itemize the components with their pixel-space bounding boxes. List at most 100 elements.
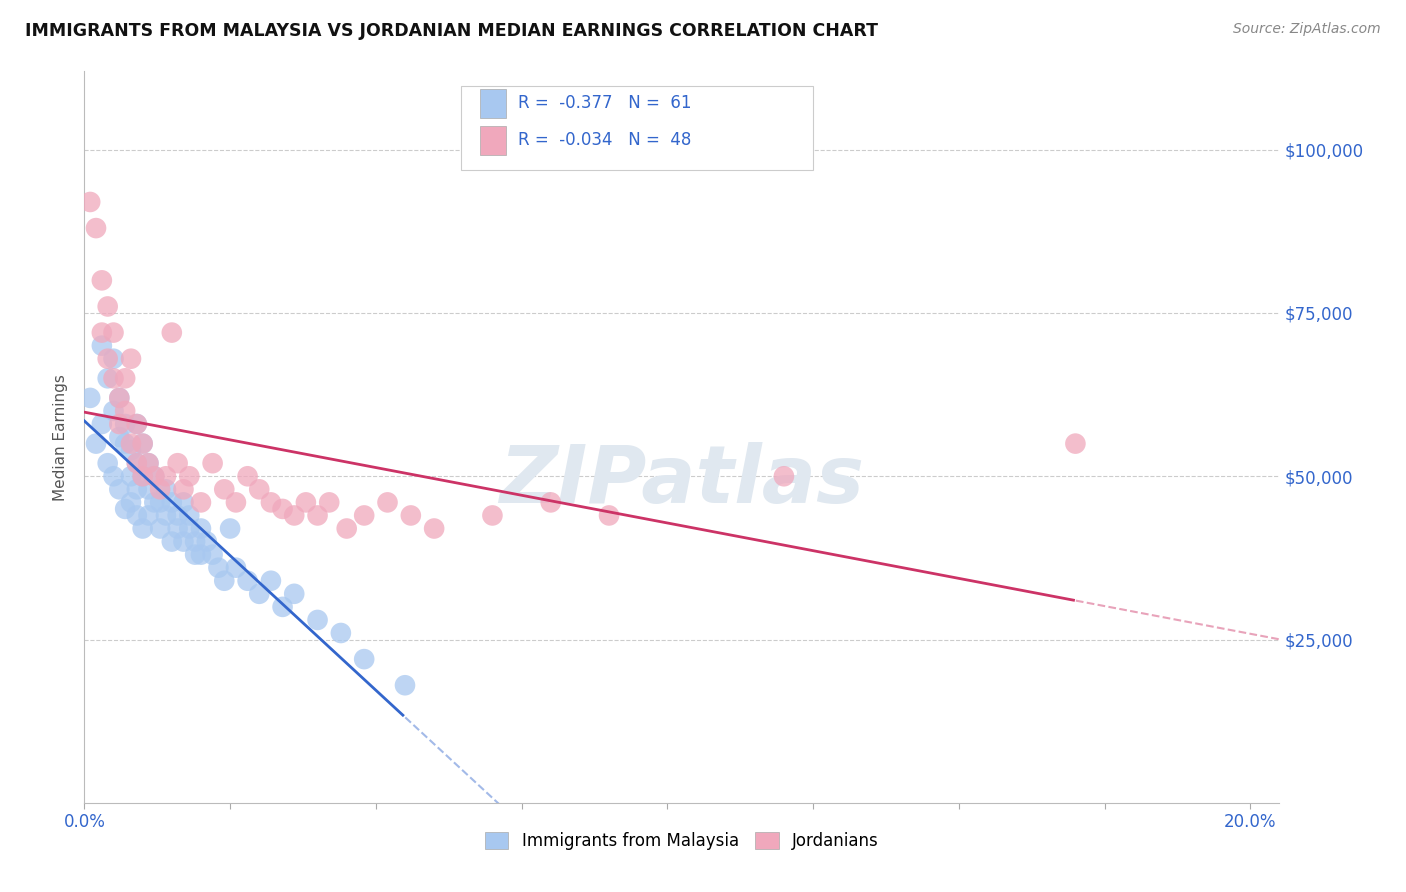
Point [179,469,201,483]
Point [214,574,236,588]
Point [172,534,194,549]
Point [540,495,562,509]
Point [172,483,194,497]
Point [160,495,183,509]
Point [90,326,112,340]
Point [236,574,259,588]
Point [271,502,294,516]
Point [143,469,166,483]
Legend: Immigrants from Malaysia, Jordanians: Immigrants from Malaysia, Jordanians [478,825,886,856]
Bar [479,126,506,155]
Point [103,351,125,366]
Point [179,521,201,535]
Point [481,508,503,523]
Point [329,626,352,640]
Point [184,534,207,549]
Point [125,417,148,431]
Point [184,548,207,562]
Point [271,599,294,614]
Point [394,678,416,692]
Point [207,560,229,574]
Point [131,436,153,450]
Point [201,456,224,470]
Point [214,483,236,497]
Point [120,495,142,509]
Point [143,495,166,509]
Point [179,508,201,523]
Point [225,560,247,574]
Point [318,495,340,509]
Point [295,495,318,509]
Point [114,371,136,385]
Point [138,508,160,523]
Point [166,508,188,523]
Point [108,430,131,444]
Point [138,483,160,497]
Point [125,456,148,470]
Point [190,521,212,535]
Point [1064,436,1087,450]
Point [120,436,142,450]
Point [247,483,270,497]
Point [149,521,172,535]
Point [219,521,242,535]
Point [120,351,142,366]
Point [143,469,166,483]
Point [160,326,183,340]
Point [84,221,107,235]
Point [166,521,188,535]
FancyBboxPatch shape [461,86,814,170]
Point [195,534,218,549]
Point [90,417,112,431]
Point [90,338,112,352]
Point [149,495,172,509]
Point [97,351,120,366]
Point [114,436,136,450]
Point [79,391,101,405]
Point [108,483,131,497]
Point [97,371,120,385]
Point [138,456,160,470]
Point [160,534,183,549]
Point [283,587,305,601]
Point [307,508,329,523]
Point [149,483,172,497]
Point [598,508,620,523]
Point [773,469,796,483]
Point [125,417,148,431]
Point [114,502,136,516]
Point [247,587,270,601]
Point [114,404,136,418]
Point [120,443,142,458]
Point [103,326,125,340]
Point [201,548,224,562]
Point [108,417,131,431]
Point [399,508,422,523]
Point [131,469,153,483]
Point [103,469,125,483]
Point [131,436,153,450]
Text: Source: ZipAtlas.com: Source: ZipAtlas.com [1233,22,1381,37]
Point [166,456,188,470]
Point [260,574,283,588]
Point [131,521,153,535]
Point [353,508,375,523]
Point [125,508,148,523]
Point [377,495,399,509]
Point [283,508,305,523]
Text: ZIPatlas: ZIPatlas [499,442,865,520]
Bar [479,88,506,118]
Point [353,652,375,666]
Point [125,456,148,470]
Point [97,300,120,314]
Point [120,469,142,483]
Point [138,456,160,470]
Point [108,391,131,405]
Point [103,404,125,418]
Point [190,495,212,509]
Point [225,495,247,509]
Point [260,495,283,509]
Point [190,548,212,562]
Point [108,391,131,405]
Point [131,469,153,483]
